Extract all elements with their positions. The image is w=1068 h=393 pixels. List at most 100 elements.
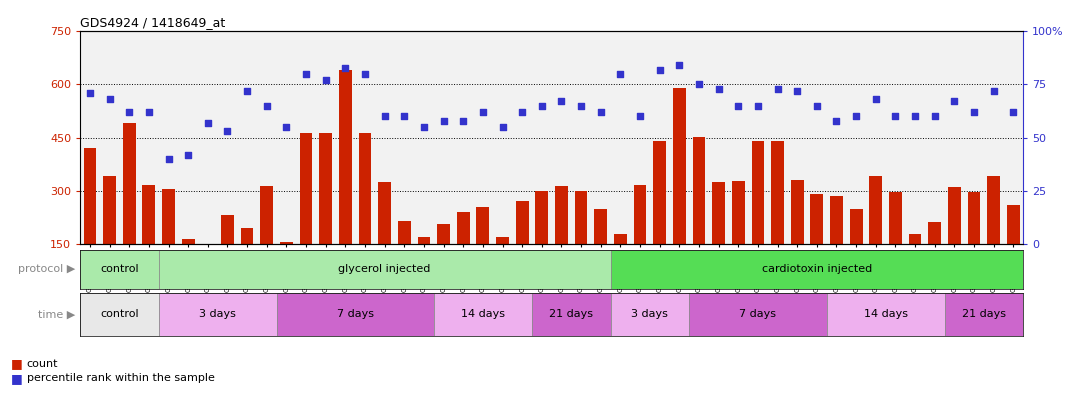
Bar bbox=[830, 196, 843, 244]
Bar bbox=[771, 141, 784, 244]
Bar bbox=[418, 237, 430, 244]
Bar bbox=[1007, 205, 1020, 244]
Bar bbox=[673, 88, 686, 244]
Bar bbox=[457, 212, 470, 244]
Text: 7 days: 7 days bbox=[336, 309, 374, 320]
Point bbox=[298, 71, 315, 77]
Point bbox=[179, 151, 197, 158]
Point bbox=[435, 118, 452, 124]
Bar bbox=[277, 293, 434, 336]
Bar bbox=[240, 228, 253, 244]
Point bbox=[985, 88, 1002, 94]
Point bbox=[690, 81, 707, 88]
Point bbox=[1005, 109, 1022, 115]
Bar bbox=[909, 234, 922, 244]
Bar bbox=[159, 293, 277, 336]
Text: control: control bbox=[100, 309, 139, 320]
Bar bbox=[732, 181, 744, 244]
Point bbox=[160, 156, 177, 162]
Bar bbox=[827, 293, 944, 336]
Text: glycerol injected: glycerol injected bbox=[339, 264, 430, 274]
Bar bbox=[159, 250, 611, 289]
Bar bbox=[162, 189, 175, 244]
Bar bbox=[378, 182, 391, 244]
Point bbox=[769, 86, 786, 92]
Bar bbox=[80, 293, 159, 336]
Bar bbox=[319, 133, 332, 244]
Point bbox=[848, 113, 865, 119]
Point bbox=[572, 103, 590, 109]
Bar bbox=[555, 186, 568, 244]
Bar bbox=[790, 180, 803, 244]
Point bbox=[651, 66, 669, 73]
Bar bbox=[476, 206, 489, 244]
Bar bbox=[850, 209, 863, 244]
Bar bbox=[300, 133, 313, 244]
Text: control: control bbox=[100, 264, 139, 274]
Point bbox=[631, 113, 648, 119]
Text: 7 days: 7 days bbox=[739, 309, 776, 320]
Bar bbox=[434, 293, 532, 336]
Point bbox=[455, 118, 472, 124]
Bar bbox=[611, 293, 689, 336]
Bar bbox=[359, 133, 372, 244]
Bar bbox=[595, 209, 607, 244]
Bar bbox=[689, 293, 827, 336]
Bar bbox=[968, 192, 980, 244]
Text: 21 days: 21 days bbox=[962, 309, 1006, 320]
Bar bbox=[261, 186, 273, 244]
Point bbox=[553, 98, 570, 105]
Text: 14 days: 14 days bbox=[461, 309, 505, 320]
Point bbox=[867, 96, 884, 103]
Point bbox=[788, 88, 805, 94]
Bar bbox=[123, 123, 136, 244]
Point bbox=[101, 96, 119, 103]
Bar bbox=[611, 250, 1023, 289]
Bar bbox=[339, 70, 351, 244]
Point bbox=[336, 64, 354, 71]
Bar bbox=[811, 194, 823, 244]
Bar bbox=[692, 137, 705, 244]
Point bbox=[121, 109, 138, 115]
Point bbox=[671, 62, 688, 68]
Bar bbox=[869, 176, 882, 244]
Bar bbox=[280, 242, 293, 244]
Bar bbox=[142, 185, 155, 244]
Bar bbox=[398, 220, 411, 244]
Bar bbox=[83, 148, 96, 244]
Point bbox=[357, 71, 374, 77]
Text: ■: ■ bbox=[11, 357, 22, 370]
Text: 3 days: 3 days bbox=[200, 309, 236, 320]
Text: ■: ■ bbox=[11, 371, 22, 385]
Bar bbox=[516, 200, 529, 244]
Bar bbox=[752, 141, 765, 244]
Point bbox=[926, 113, 943, 119]
Bar bbox=[614, 234, 627, 244]
Point bbox=[828, 118, 845, 124]
Bar bbox=[532, 293, 611, 336]
Bar bbox=[497, 237, 508, 244]
Bar bbox=[575, 191, 587, 244]
Bar bbox=[987, 176, 1000, 244]
Point bbox=[965, 109, 983, 115]
Bar bbox=[928, 222, 941, 244]
Text: 3 days: 3 days bbox=[631, 309, 669, 320]
Text: GDS4924 / 1418649_at: GDS4924 / 1418649_at bbox=[80, 17, 225, 29]
Bar bbox=[654, 141, 666, 244]
Bar bbox=[712, 182, 725, 244]
Bar bbox=[889, 192, 901, 244]
Point bbox=[907, 113, 924, 119]
Point bbox=[729, 103, 747, 109]
Bar bbox=[182, 239, 194, 244]
Point bbox=[612, 71, 629, 77]
Bar bbox=[944, 293, 1023, 336]
Text: time ▶: time ▶ bbox=[37, 309, 75, 320]
Point bbox=[886, 113, 904, 119]
Point bbox=[258, 103, 276, 109]
Point bbox=[808, 103, 826, 109]
Point bbox=[278, 124, 295, 130]
Point bbox=[81, 90, 98, 96]
Bar bbox=[535, 191, 548, 244]
Bar bbox=[221, 215, 234, 244]
Point bbox=[946, 98, 963, 105]
